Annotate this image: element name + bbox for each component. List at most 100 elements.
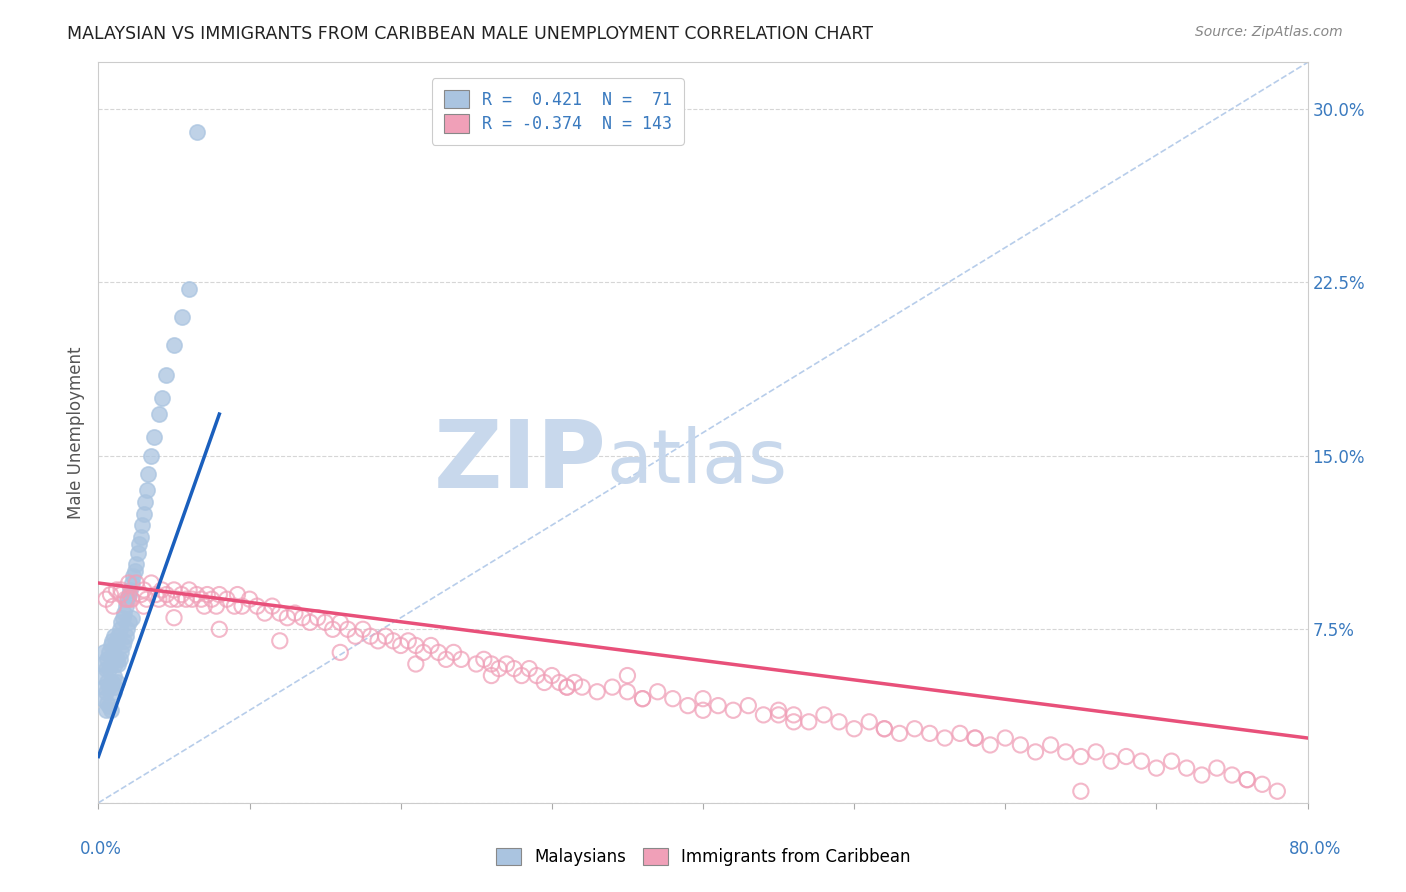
- Point: [150, 391, 173, 405]
- Point: [420, 639, 443, 653]
- Point: [873, 722, 896, 736]
- Point: [100, 588, 122, 602]
- Point: [1175, 761, 1198, 775]
- Point: [143, 430, 166, 444]
- Point: [661, 691, 683, 706]
- Point: [374, 629, 396, 643]
- Point: [783, 707, 806, 722]
- Point: [783, 714, 806, 729]
- Point: [616, 685, 638, 699]
- Point: [129, 588, 152, 602]
- Point: [994, 731, 1017, 745]
- Point: [707, 698, 730, 713]
- Point: [1220, 768, 1243, 782]
- Point: [93, 645, 115, 659]
- Point: [427, 645, 450, 659]
- Point: [488, 662, 510, 676]
- Point: [412, 645, 434, 659]
- Point: [127, 546, 149, 560]
- Point: [98, 645, 121, 659]
- Point: [141, 576, 163, 591]
- Point: [111, 639, 134, 653]
- Point: [101, 675, 124, 690]
- Point: [692, 691, 714, 706]
- Point: [110, 588, 132, 602]
- Point: [533, 675, 555, 690]
- Point: [1024, 745, 1046, 759]
- Point: [291, 610, 314, 624]
- Point: [125, 558, 148, 572]
- Point: [118, 592, 141, 607]
- Point: [548, 675, 571, 690]
- Point: [96, 675, 118, 690]
- Point: [1144, 761, 1167, 775]
- Point: [465, 657, 488, 671]
- Text: atlas: atlas: [606, 425, 787, 499]
- Point: [98, 698, 121, 713]
- Point: [405, 639, 427, 653]
- Text: ZIP: ZIP: [433, 417, 606, 508]
- Point: [965, 731, 987, 745]
- Point: [540, 668, 562, 682]
- Point: [314, 615, 336, 630]
- Point: [564, 675, 586, 690]
- Point: [193, 599, 215, 614]
- Point: [389, 639, 412, 653]
- Point: [1160, 754, 1182, 768]
- Point: [1070, 784, 1092, 798]
- Point: [205, 599, 228, 614]
- Point: [352, 622, 374, 636]
- Point: [96, 652, 118, 666]
- Point: [105, 652, 128, 666]
- Point: [141, 449, 163, 463]
- Point: [145, 588, 167, 602]
- Point: [443, 645, 465, 659]
- Point: [382, 633, 405, 648]
- Point: [526, 668, 548, 682]
- Point: [91, 657, 114, 671]
- Point: [124, 565, 146, 579]
- Point: [813, 707, 835, 722]
- Point: [101, 652, 124, 666]
- Point: [226, 588, 249, 602]
- Point: [224, 599, 246, 614]
- Point: [108, 652, 131, 666]
- Point: [322, 622, 344, 636]
- Y-axis label: Male Unemployment: Male Unemployment: [66, 346, 84, 519]
- Point: [118, 615, 141, 630]
- Point: [118, 588, 141, 602]
- Point: [510, 668, 533, 682]
- Point: [1054, 745, 1077, 759]
- Point: [949, 726, 972, 740]
- Point: [965, 731, 987, 745]
- Point: [186, 588, 208, 602]
- Point: [110, 645, 132, 659]
- Point: [163, 337, 186, 351]
- Point: [148, 592, 170, 607]
- Point: [1115, 749, 1137, 764]
- Point: [396, 633, 419, 648]
- Point: [110, 582, 132, 597]
- Point: [979, 738, 1001, 752]
- Point: [208, 622, 231, 636]
- Point: [150, 582, 173, 597]
- Point: [450, 652, 472, 666]
- Point: [91, 691, 114, 706]
- Text: Source: ZipAtlas.com: Source: ZipAtlas.com: [1195, 25, 1343, 39]
- Point: [111, 610, 134, 624]
- Point: [1191, 768, 1213, 782]
- Point: [121, 576, 143, 591]
- Point: [190, 592, 212, 607]
- Point: [472, 652, 495, 666]
- Point: [163, 582, 186, 597]
- Point: [134, 495, 156, 509]
- Point: [121, 610, 143, 624]
- Point: [253, 606, 276, 620]
- Point: [239, 592, 262, 607]
- Point: [737, 698, 759, 713]
- Point: [1039, 738, 1062, 752]
- Legend: R =  0.421  N =  71, R = -0.374  N = 143: R = 0.421 N = 71, R = -0.374 N = 143: [432, 78, 683, 145]
- Point: [1267, 784, 1289, 798]
- Point: [752, 707, 775, 722]
- Point: [723, 703, 745, 717]
